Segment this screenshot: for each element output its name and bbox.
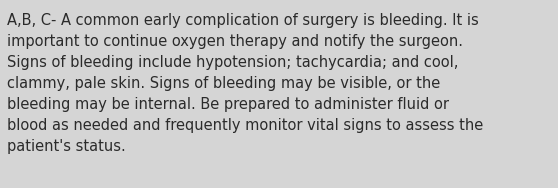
Text: A,B, C- A common early complication of surgery is bleeding. It is
important to c: A,B, C- A common early complication of s… <box>7 13 483 154</box>
